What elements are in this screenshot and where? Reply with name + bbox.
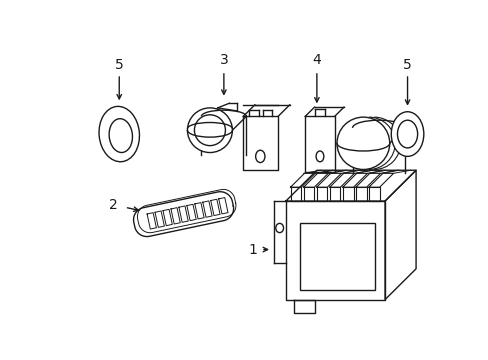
Text: 1: 1 [248,243,257,257]
Text: 4: 4 [312,53,321,67]
Bar [299,222,374,289]
Text: 2: 2 [109,198,118,212]
Ellipse shape [187,108,232,153]
Ellipse shape [390,112,423,156]
Text: 5: 5 [115,58,123,72]
Text: 3: 3 [219,53,228,67]
Ellipse shape [336,117,389,170]
Text: 5: 5 [402,58,411,72]
